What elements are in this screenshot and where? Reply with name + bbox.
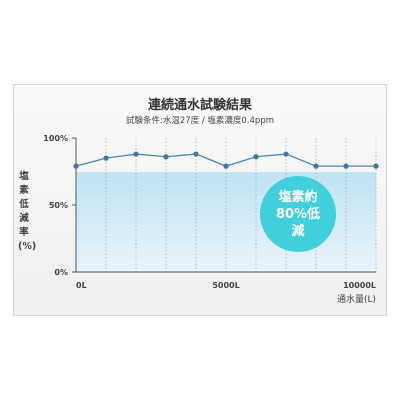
data-point xyxy=(103,155,109,161)
data-point xyxy=(343,163,349,169)
x-axis-title: 通水量(L) xyxy=(337,293,376,305)
y-tick-label: 50% xyxy=(49,201,68,210)
reduction-badge-text: 塩素約80%低減 xyxy=(275,189,321,239)
data-point xyxy=(133,151,139,157)
data-point xyxy=(373,163,379,169)
data-point xyxy=(193,151,199,157)
y-tick-label: 0% xyxy=(54,268,68,277)
reduction-badge: 塩素約80%低減 xyxy=(260,176,336,252)
x-tick-label: 5000L xyxy=(212,281,239,290)
x-tick-label: 0L xyxy=(76,281,87,290)
data-point xyxy=(313,163,319,169)
data-point xyxy=(253,154,259,160)
chart-subtitle: 試験条件:水温27度 / 塩素濃度0.4ppm xyxy=(125,116,275,126)
data-point xyxy=(163,154,169,160)
y-tick-label: 100% xyxy=(43,134,68,143)
y-axis-label: 塩素低減率(%) xyxy=(18,171,37,252)
data-point xyxy=(223,163,229,169)
data-point xyxy=(283,151,289,157)
chart-title: 連続通水試験結果 xyxy=(147,98,252,113)
x-tick-label: 10000L xyxy=(343,281,376,290)
data-point xyxy=(73,163,79,169)
